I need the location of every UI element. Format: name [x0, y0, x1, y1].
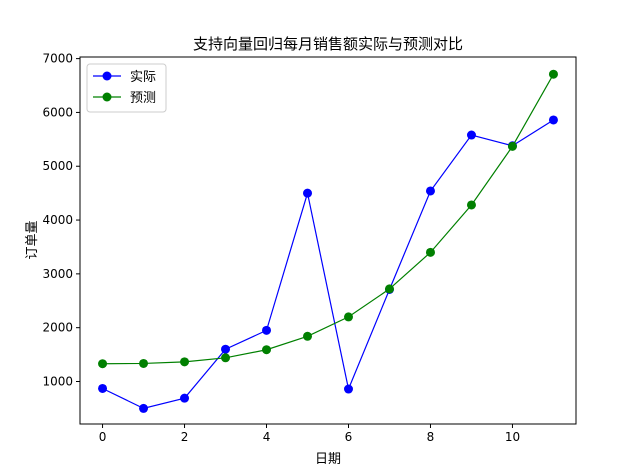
- y-tick-label: 7000: [42, 52, 73, 66]
- data-point: [343, 384, 353, 394]
- data-point: [466, 130, 476, 140]
- data-point: [180, 357, 190, 367]
- data-point: [466, 200, 476, 210]
- data-point: [139, 403, 149, 413]
- data-point: [98, 383, 108, 393]
- data-point: [548, 69, 558, 79]
- axes-frame: [79, 56, 577, 425]
- series-1: [98, 69, 558, 369]
- data-point: [425, 247, 435, 257]
- data-point: [221, 353, 231, 363]
- data-point: [548, 115, 558, 125]
- y-tick-label: 3000: [42, 267, 73, 281]
- y-tick-label: 2000: [42, 321, 73, 335]
- data-point: [303, 331, 313, 341]
- series-0: [98, 115, 558, 413]
- data-point: [98, 359, 108, 369]
- x-tick-label: 2: [181, 430, 189, 444]
- legend-marker: [102, 71, 112, 81]
- series-line: [102, 119, 554, 410]
- legend-item: 实际: [93, 70, 156, 85]
- data-point: [262, 325, 272, 335]
- x-axis-label: 日期: [315, 452, 341, 467]
- legend-label: 预测: [130, 91, 156, 106]
- legend-item: 预测: [93, 91, 156, 106]
- x-tick-label: 6: [345, 430, 353, 444]
- y-tick-label: 4000: [42, 213, 73, 227]
- series-line: [102, 73, 554, 365]
- data-point: [507, 141, 517, 151]
- x-tick-label: 8: [427, 430, 435, 444]
- data-point: [425, 186, 435, 196]
- data-point: [262, 345, 272, 355]
- y-axis-label: 订单量: [25, 220, 40, 259]
- x-axis-ticks: 0 2 4 6 8 10: [99, 424, 520, 444]
- x-tick-label: 4: [263, 430, 271, 444]
- chart-title: 支持向量回归每月销售额实际与预测对比: [193, 35, 463, 53]
- x-tick-label: 0: [99, 430, 107, 444]
- data-point: [343, 312, 353, 322]
- x-tick-label: 10: [505, 430, 520, 444]
- legend-marker: [102, 92, 112, 102]
- data-point: [384, 284, 394, 294]
- data-point: [139, 358, 149, 368]
- data-point: [303, 188, 313, 198]
- y-tick-label: 6000: [42, 105, 73, 119]
- data-point: [221, 344, 231, 354]
- y-tick-label: 5000: [42, 159, 73, 173]
- series-layer: [98, 69, 558, 413]
- y-tick-label: 1000: [42, 374, 73, 388]
- plot-area: 0 2 4 6 8 10 1000 2000 3000 4000 5000 6000 7000: [42, 52, 577, 444]
- y-axis-ticks: 1000 2000 3000 4000 5000 6000 7000: [42, 52, 80, 388]
- legend-label: 实际: [130, 70, 156, 85]
- data-point: [180, 393, 190, 403]
